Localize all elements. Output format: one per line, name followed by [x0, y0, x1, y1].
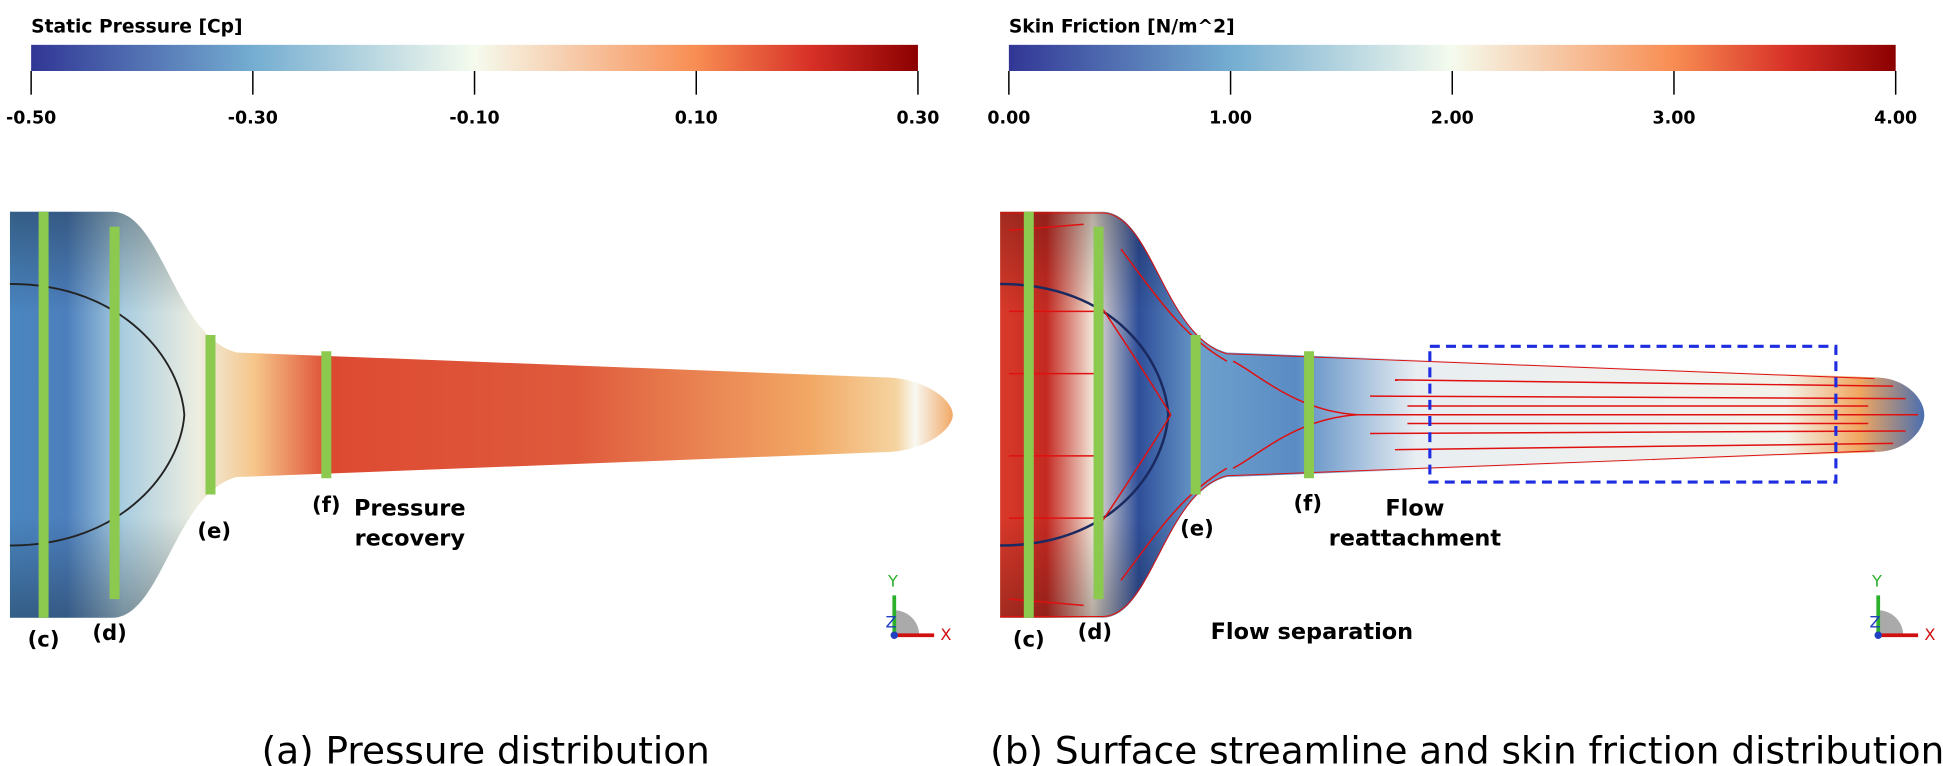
tick-label: 0.30 — [896, 108, 939, 128]
annotation: Flow separation — [1211, 619, 1413, 645]
axis-triad: Y X Z — [886, 572, 952, 645]
annotation: recovery — [355, 526, 466, 552]
annotation: Pressure — [354, 496, 466, 522]
annotation: reattachment — [1329, 526, 1502, 552]
highlight-box — [1428, 344, 1838, 484]
axis-label: X — [1924, 625, 1935, 644]
body — [9, 211, 953, 618]
section-label: (f) — [312, 492, 341, 517]
tick-label: -0.30 — [228, 108, 278, 128]
section-label: (c) — [28, 626, 60, 651]
tick-label: 1.00 — [1209, 108, 1252, 128]
section-label: (f) — [1294, 491, 1323, 516]
caption: (a) Pressure distribution — [262, 729, 710, 766]
annotation: Flow — [1385, 496, 1444, 522]
tick-label: 0.00 — [987, 108, 1030, 128]
axis-triad: Y X Z — [1870, 572, 1936, 645]
colorbar — [1008, 44, 1896, 71]
colorbar — [31, 44, 918, 71]
axis-label: X — [940, 625, 951, 644]
axis-label: Z — [886, 613, 897, 632]
body — [1000, 211, 1925, 618]
tick-label: -0.10 — [449, 108, 499, 128]
colorbar-ticks — [1008, 70, 1897, 95]
tick-label: 4.00 — [1874, 108, 1917, 128]
section-label: (c) — [1013, 626, 1045, 651]
axis-label: Y — [887, 572, 898, 591]
section-label: (e) — [1180, 516, 1214, 541]
section-label: (e) — [197, 518, 231, 543]
section-label: (d) — [92, 620, 126, 645]
panel-b: Skin Friction [N/m^2] 0.00 1.00 2.00 3.0… — [987, 16, 1943, 766]
axis-label: Z — [1870, 613, 1881, 632]
colorbar-title: Skin Friction [N/m^2] — [1009, 16, 1235, 37]
caption: (b) Surface streamline and skin friction… — [990, 729, 1943, 766]
axis-label: Y — [1871, 572, 1882, 591]
colorbar-title: Static Pressure [Cp] — [31, 16, 242, 37]
tick-label: 2.00 — [1431, 108, 1474, 128]
panel-a: Static Pressure [Cp] -0.50 -0.30 -0.10 0… — [6, 16, 953, 766]
tick-label: 0.10 — [675, 108, 718, 128]
section-label: (d) — [1078, 619, 1112, 644]
tick-label: -0.50 — [6, 108, 56, 128]
tick-label: 3.00 — [1652, 108, 1695, 128]
colorbar-ticks — [30, 70, 919, 95]
